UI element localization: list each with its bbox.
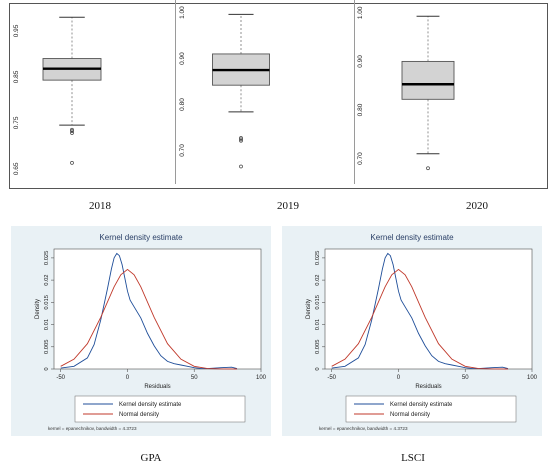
legend-label-gpa-1: Normal density xyxy=(119,412,159,418)
chart-title-gpa: Kernel density estimate xyxy=(99,233,183,242)
caption-2020: 2020 xyxy=(466,200,488,212)
legend-box-lsci xyxy=(345,395,517,423)
legend-label-gpa-0: Kernel density estimate xyxy=(119,402,182,408)
x-axis-label-lsci: Residuals xyxy=(415,384,441,390)
y-tick-label-gpa-5: 0.025 xyxy=(44,251,50,266)
tick-label-2019-3: 1.00 xyxy=(179,6,186,19)
chart-title-lsci: Kernel density estimate xyxy=(370,233,454,242)
kernel-density-gpa-chart: Kernel density estimate 0 0.005 0.01 0.015 0.… xyxy=(35,233,267,431)
x-tick-label-gpa-3: 100 xyxy=(256,375,267,381)
x-axis-label-gpa: Residuals xyxy=(144,384,170,390)
y-tick-label-lsci-1: 0.005 xyxy=(315,340,321,355)
kernel-density-lsci-chart: Kernel density estimate 0 0.005 0.01 0.015 0.… xyxy=(306,233,538,431)
tick-label-2018-3: 0.95 xyxy=(13,24,20,37)
y-tick-label-gpa-2: 0.01 xyxy=(44,319,50,330)
tick-label-2019-2: 0.90 xyxy=(179,52,186,65)
y-tick-label-gpa-3: 0.015 xyxy=(44,295,50,310)
tick-label-2020-2: 0.90 xyxy=(357,55,364,68)
boxplot-2020-chart: 0.70 0.80 0.90 1.00 xyxy=(357,6,455,171)
boxplot-panel-2018: 0.65 0.75 0.85 0.95 xyxy=(9,0,176,184)
legend-label-lsci-1: Normal density xyxy=(390,412,430,418)
tick-label-2018-2: 0.85 xyxy=(13,70,20,83)
tick-label-2020-1: 0.80 xyxy=(357,103,364,116)
y-tick-label-lsci-2: 0.01 xyxy=(315,319,321,330)
boxplot-panel-2020: 0.70 0.80 0.90 1.00 xyxy=(354,0,546,184)
kernel-note-gpa: kernel = epanechnikov, bandwidth = 4.372… xyxy=(48,426,137,431)
caption-gpa: GPA xyxy=(140,452,162,464)
kernel-panel-gpa: Kernel density estimate 0 0.005 0.01 0.015 0.… xyxy=(11,226,271,436)
boxplot-frame xyxy=(9,3,548,189)
legend-box-gpa xyxy=(74,395,246,423)
y-tick-label-lsci-3: 0.015 xyxy=(315,295,321,310)
caption-2018: 2018 xyxy=(89,200,111,212)
y-axis-label-lsci: Density xyxy=(306,299,312,319)
y-tick-label-lsci-4: 0.02 xyxy=(315,274,321,285)
outlier-2019-2 xyxy=(239,138,243,143)
kernel-note-lsci: kernel = epanechnikov, bandwidth = 4.372… xyxy=(319,426,408,431)
x-tick-label-gpa-2: 50 xyxy=(191,375,198,381)
box-2020 xyxy=(401,60,455,100)
x-tick-label-lsci-2: 50 xyxy=(462,375,469,381)
tick-label-2019-0: 0.70 xyxy=(179,144,186,157)
x-tick-label-lsci-0: -50 xyxy=(327,375,336,381)
tick-label-2019-1: 0.80 xyxy=(179,98,186,111)
x-tick-label-gpa-0: -50 xyxy=(56,375,65,381)
outlier-2018-1 xyxy=(70,129,74,133)
outlier-2020-0 xyxy=(426,166,430,171)
boxplot-panel-2019: 0.70 0.80 0.90 1.00 xyxy=(175,0,355,184)
kernel-density-line-gpa xyxy=(60,252,238,370)
caption-lsci: LSCI xyxy=(401,452,425,464)
y-tick-label-gpa-4: 0.02 xyxy=(44,274,50,285)
normal-density-line-lsci xyxy=(331,268,509,370)
y-tick-label-gpa-0: 0 xyxy=(44,367,50,370)
tick-label-2018-0: 0.65 xyxy=(13,162,20,175)
caption-2019: 2019 xyxy=(277,200,299,212)
x-tick-label-gpa-1: 0 xyxy=(126,375,130,381)
y-axis-label-gpa: Density xyxy=(35,299,41,319)
kernel-density-line-lsci xyxy=(331,252,509,370)
tick-label-2018-1: 0.75 xyxy=(13,116,20,129)
x-tick-label-lsci-3: 100 xyxy=(527,375,538,381)
outlier-2018-3 xyxy=(70,160,74,165)
outlier-2019-3 xyxy=(239,164,243,169)
plot-area-gpa xyxy=(53,248,262,370)
kernel-panel-lsci: Kernel density estimate 0 0.005 0.01 0.015 0.… xyxy=(282,226,542,436)
tick-label-2020-0: 0.70 xyxy=(357,152,364,165)
outlier-2018-2 xyxy=(70,131,74,135)
tick-label-2020-3: 1.00 xyxy=(357,6,364,19)
y-tick-label-gpa-1: 0.005 xyxy=(44,340,50,355)
y-tick-label-lsci-5: 0.025 xyxy=(315,251,321,266)
legend-label-lsci-0: Kernel density estimate xyxy=(390,402,453,408)
boxplot-2018-chart: 0.65 0.75 0.85 0.95 xyxy=(13,16,102,175)
boxplot-2019-chart: 0.70 0.80 0.90 1.00 xyxy=(179,6,270,169)
x-tick-label-lsci-1: 0 xyxy=(397,375,401,381)
normal-density-line-gpa xyxy=(60,268,238,370)
outlier-2019-1 xyxy=(239,137,243,142)
plot-area-lsci xyxy=(324,248,533,370)
y-tick-label-lsci-0: 0 xyxy=(315,367,321,370)
